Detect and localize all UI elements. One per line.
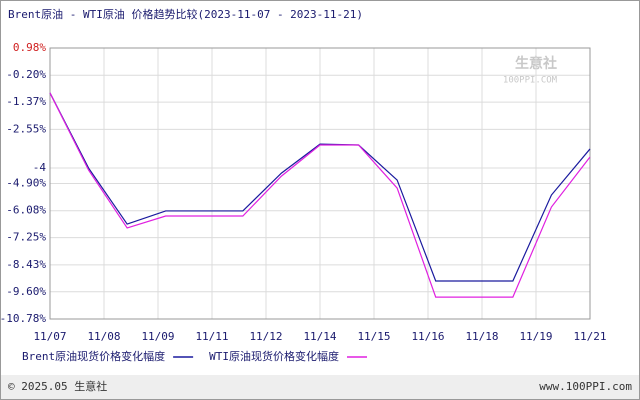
y-tick-label: -1.37%: [6, 95, 46, 108]
x-tick-label: 11/11: [195, 330, 228, 343]
y-tick-label: -9.60%: [6, 285, 46, 298]
line-series: [49, 92, 591, 282]
x-tick-label: 11/12: [249, 330, 282, 343]
y-tick-label: -2.55%: [6, 122, 46, 135]
legend-label: Brent原油现货价格变化幅度: [22, 349, 165, 363]
x-tick-label: 11/07: [33, 330, 66, 343]
y-tick-label: -4.90%: [6, 177, 46, 190]
chart-title: Brent原油 - WTI原油 价格趋势比较(2023-11-07 - 2023…: [8, 7, 363, 21]
x-tick-label: 11/21: [573, 330, 606, 343]
line-series: [49, 92, 591, 298]
x-tick-label: 11/18: [465, 330, 498, 343]
y-tick-label: -8.43%: [6, 258, 46, 271]
x-tick-label: 11/19: [519, 330, 552, 343]
legend-label: WTI原油现货价格变化幅度: [209, 349, 339, 363]
x-tick-label: 11/16: [411, 330, 444, 343]
footer-bar: [1, 375, 639, 399]
x-tick-label: 11/14: [303, 330, 336, 343]
x-tick-label: 11/09: [141, 330, 174, 343]
y-tick-label: -4: [33, 161, 47, 174]
x-tick-label: 11/08: [87, 330, 120, 343]
y-tick-label: -0.20%: [6, 68, 46, 81]
x-tick-label: 11/15: [357, 330, 390, 343]
y-tick-label: 0.98%: [13, 41, 46, 54]
plot-border: [49, 47, 591, 320]
footer-right: www.100PPI.com: [539, 380, 632, 393]
footer-left: © 2025.05 生意社: [8, 379, 107, 393]
y-tick-label: -10.78%: [0, 312, 46, 325]
y-tick-label: -6.08%: [6, 204, 46, 217]
y-tick-label: -7.25%: [6, 231, 46, 244]
watermark: 100PPI.COM: [503, 76, 558, 86]
